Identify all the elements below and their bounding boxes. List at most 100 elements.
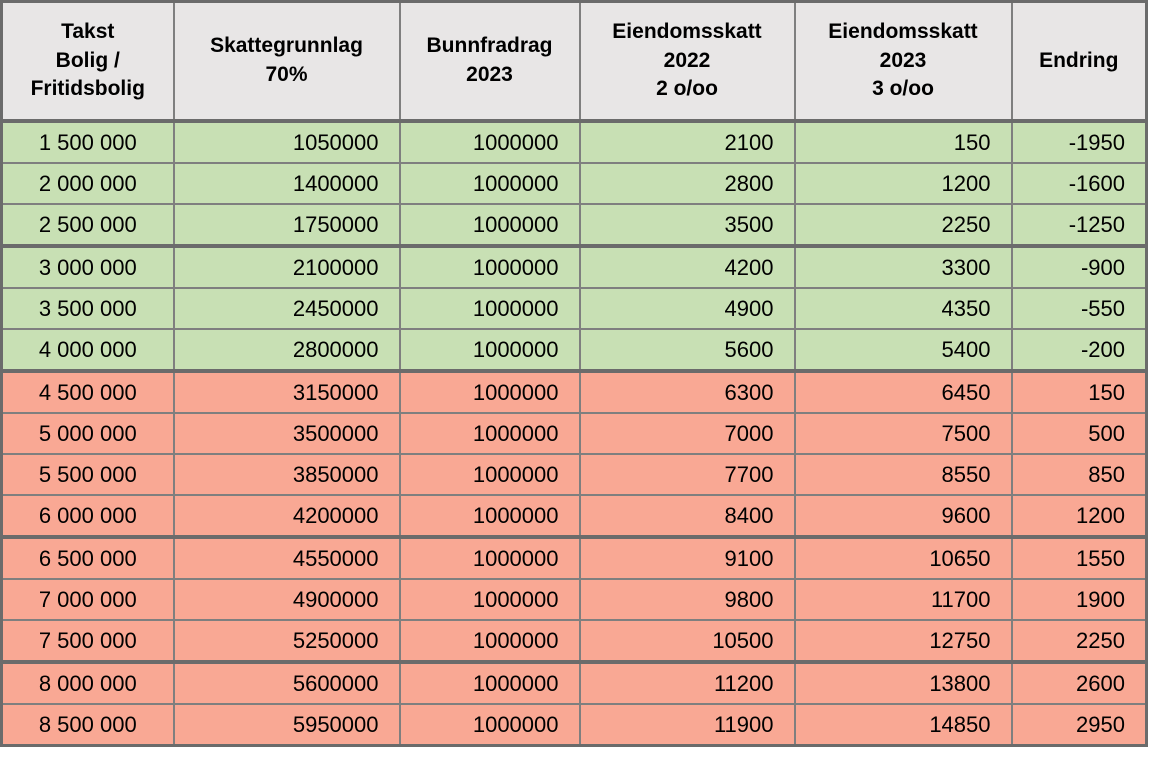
cell-r14-c2: 5600000 (172, 661, 401, 705)
cell-r1-c2: 1050000 (172, 120, 401, 164)
cell-r4-c6: -900 (1010, 245, 1148, 289)
header-row: Takst Bolig / Fritidsbolig Skattegrunnla… (0, 0, 1148, 123)
cell-r15-c2: 5950000 (172, 703, 401, 747)
cell-r9-c5: 8550 (793, 453, 1013, 496)
cell-r1-c3: 1000000 (398, 120, 581, 164)
cell-r13-c2: 5250000 (172, 619, 401, 664)
cell-r9-c4: 7700 (578, 453, 796, 496)
table-row: 8 500 000 5950000 1000000 11900 14850 2950 (0, 703, 1148, 747)
cell-r10-c4: 8400 (578, 494, 796, 539)
cell-r13-c1: 7 500 000 (0, 619, 175, 664)
cell-r1-c6: -1950 (1010, 120, 1148, 164)
cell-r6-c5: 5400 (793, 328, 1013, 373)
header-eiendomsskatt-2022: Eiendomsskatt 2022 2 o/oo (578, 0, 796, 123)
table-row: 3 500 000 2450000 1000000 4900 4350 -550 (0, 287, 1148, 330)
cell-r11-c4: 9100 (578, 536, 796, 580)
cell-r11-c3: 1000000 (398, 536, 581, 580)
cell-r7-c5: 6450 (793, 370, 1013, 414)
cell-r8-c2: 3500000 (172, 412, 401, 455)
cell-r1-c5: 150 (793, 120, 1013, 164)
cell-r7-c6: 150 (1010, 370, 1148, 414)
cell-r2-c4: 2800 (578, 162, 796, 205)
cell-r13-c3: 1000000 (398, 619, 581, 664)
cell-r12-c5: 11700 (793, 578, 1013, 621)
cell-r1-c4: 2100 (578, 120, 796, 164)
table-row: 2 000 000 1400000 1000000 2800 1200 -1600 (0, 162, 1148, 205)
table-row: 7 000 000 4900000 1000000 9800 11700 1900 (0, 578, 1148, 621)
table-row: 2 500 000 1750000 1000000 3500 2250 -1250 (0, 203, 1148, 248)
table-row: 5 000 000 3500000 1000000 7000 7500 500 (0, 412, 1148, 455)
cell-r5-c2: 2450000 (172, 287, 401, 330)
cell-r14-c3: 1000000 (398, 661, 581, 705)
cell-r4-c2: 2100000 (172, 245, 401, 289)
cell-r3-c4: 3500 (578, 203, 796, 248)
cell-r15-c5: 14850 (793, 703, 1013, 747)
cell-r8-c1: 5 000 000 (0, 412, 175, 455)
header-takst: Takst Bolig / Fritidsbolig (0, 0, 175, 123)
cell-r6-c4: 5600 (578, 328, 796, 373)
cell-r10-c6: 1200 (1010, 494, 1148, 539)
cell-r8-c6: 500 (1010, 412, 1148, 455)
table-row: 6 500 000 4550000 1000000 9100 10650 1550 (0, 536, 1148, 580)
cell-r5-c5: 4350 (793, 287, 1013, 330)
cell-r9-c3: 1000000 (398, 453, 581, 496)
cell-r11-c2: 4550000 (172, 536, 401, 580)
table-row: 1 500 000 1050000 1000000 2100 150 -1950 (0, 120, 1148, 164)
cell-r2-c1: 2 000 000 (0, 162, 175, 205)
cell-r12-c3: 1000000 (398, 578, 581, 621)
cell-r3-c2: 1750000 (172, 203, 401, 248)
table-row: 3 000 000 2100000 1000000 4200 3300 -900 (0, 245, 1148, 289)
cell-r6-c2: 2800000 (172, 328, 401, 373)
cell-r11-c6: 1550 (1010, 536, 1148, 580)
cell-r8-c4: 7000 (578, 412, 796, 455)
cell-r13-c4: 10500 (578, 619, 796, 664)
cell-r5-c1: 3 500 000 (0, 287, 175, 330)
table-row: 5 500 000 3850000 1000000 7700 8550 850 (0, 453, 1148, 496)
cell-r15-c4: 11900 (578, 703, 796, 747)
cell-r8-c3: 1000000 (398, 412, 581, 455)
cell-r13-c5: 12750 (793, 619, 1013, 664)
cell-r14-c5: 13800 (793, 661, 1013, 705)
table-row: 6 000 000 4200000 1000000 8400 9600 1200 (0, 494, 1148, 539)
cell-r7-c2: 3150000 (172, 370, 401, 414)
cell-r7-c4: 6300 (578, 370, 796, 414)
cell-r4-c1: 3 000 000 (0, 245, 175, 289)
header-eiendomsskatt-2023: Eiendomsskatt 2023 3 o/oo (793, 0, 1013, 123)
cell-r12-c4: 9800 (578, 578, 796, 621)
cell-r10-c2: 4200000 (172, 494, 401, 539)
cell-r9-c2: 3850000 (172, 453, 401, 496)
cell-r11-c1: 6 500 000 (0, 536, 175, 580)
table-body: 1 500 000 1050000 1000000 2100 150 -1950 2 000… (0, 120, 1148, 747)
cell-r13-c6: 2250 (1010, 619, 1148, 664)
cell-r2-c5: 1200 (793, 162, 1013, 205)
cell-r10-c5: 9600 (793, 494, 1013, 539)
cell-r5-c4: 4900 (578, 287, 796, 330)
cell-r14-c6: 2600 (1010, 661, 1148, 705)
cell-r15-c3: 1000000 (398, 703, 581, 747)
cell-r10-c1: 6 000 000 (0, 494, 175, 539)
cell-r14-c1: 8 000 000 (0, 661, 175, 705)
cell-r9-c1: 5 500 000 (0, 453, 175, 496)
cell-r6-c6: -200 (1010, 328, 1148, 373)
cell-r7-c3: 1000000 (398, 370, 581, 414)
cell-r2-c3: 1000000 (398, 162, 581, 205)
header-bunnfradrag: Bunnfradrag 2023 (398, 0, 581, 123)
cell-r6-c3: 1000000 (398, 328, 581, 373)
table-row: 4 000 000 2800000 1000000 5600 5400 -200 (0, 328, 1148, 373)
table-header: Takst Bolig / Fritidsbolig Skattegrunnla… (0, 0, 1148, 123)
table-row: 7 500 000 5250000 1000000 10500 12750 2250 (0, 619, 1148, 664)
cell-r11-c5: 10650 (793, 536, 1013, 580)
header-skattegrunnlag: Skattegrunnlag 70% (172, 0, 401, 123)
cell-r7-c1: 4 500 000 (0, 370, 175, 414)
cell-r15-c6: 2950 (1010, 703, 1148, 747)
cell-r1-c1: 1 500 000 (0, 120, 175, 164)
cell-r2-c6: -1600 (1010, 162, 1148, 205)
cell-r3-c5: 2250 (793, 203, 1013, 248)
cell-r8-c5: 7500 (793, 412, 1013, 455)
header-endring: Endring (1010, 0, 1148, 123)
cell-r12-c2: 4900000 (172, 578, 401, 621)
cell-r12-c6: 1900 (1010, 578, 1148, 621)
table-row: 4 500 000 3150000 1000000 6300 6450 150 (0, 370, 1148, 414)
cell-r5-c3: 1000000 (398, 287, 581, 330)
cell-r2-c2: 1400000 (172, 162, 401, 205)
